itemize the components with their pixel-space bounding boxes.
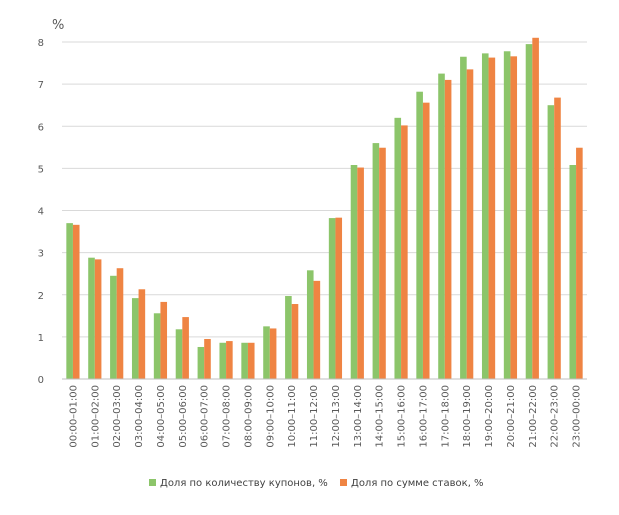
bar-coupons <box>175 329 183 379</box>
x-tick-label: 01:00–02:00 <box>90 385 101 448</box>
bar-stakes <box>532 37 539 379</box>
legend-label-stakes: Доля по сумме ставок, % <box>351 478 484 489</box>
bar-stakes <box>335 217 343 379</box>
bar-coupons <box>110 275 117 379</box>
bar-stakes <box>116 268 124 379</box>
bar-coupons <box>394 117 402 379</box>
y-tick-label: 2 <box>38 291 44 302</box>
x-tick-label: 19:00–20:00 <box>484 385 495 448</box>
bar-stakes <box>576 147 583 379</box>
bar-coupons <box>547 105 555 379</box>
y-tick-label: 6 <box>38 122 44 133</box>
bar-coupons <box>481 53 489 379</box>
x-axis: 00:00–01:00 01:00–02:00 02:00–03:00 03:00–0… <box>62 378 587 448</box>
bar-stakes <box>379 147 386 379</box>
x-tick-label: 04:00–05:00 <box>156 385 167 448</box>
bar-stakes <box>313 280 321 379</box>
bar-coupons <box>460 56 467 380</box>
bar-stakes <box>247 342 255 379</box>
bar-coupons <box>88 257 95 379</box>
bar-coupons <box>350 165 358 379</box>
bar-coupons <box>438 73 445 379</box>
gridlines <box>62 41 587 380</box>
bars <box>66 37 583 380</box>
x-tick-label: 08:00–09:00 <box>243 385 254 448</box>
bar-coupons <box>372 143 380 379</box>
x-tick-label: 10:00–11:00 <box>287 385 298 448</box>
bar-coupons <box>416 91 423 380</box>
bar-stakes <box>488 57 496 380</box>
x-tick-label: 11:00–12:00 <box>309 385 320 448</box>
bar-stakes <box>72 224 80 379</box>
x-tick-label: 02:00–03:00 <box>112 385 123 448</box>
bar-stakes <box>401 125 408 379</box>
bar-stakes <box>269 328 277 379</box>
x-tick-label: 17:00–18:00 <box>440 385 451 448</box>
x-tick-label: 14:00–15:00 <box>375 385 386 448</box>
bar-stakes <box>291 304 299 379</box>
bar-coupons <box>569 165 577 379</box>
y-tick-label: 1 <box>38 333 44 344</box>
bar-stakes <box>160 301 168 379</box>
bar-stakes <box>357 167 364 379</box>
bar-stakes <box>422 102 430 379</box>
bar-coupons <box>263 326 270 379</box>
bar-coupons <box>285 296 292 379</box>
x-tick-label: 07:00–08:00 <box>222 385 233 448</box>
bar-coupons <box>66 223 73 379</box>
legend-swatch-coupons <box>149 479 156 486</box>
bar-stakes <box>94 259 102 379</box>
bar-stakes <box>510 56 518 379</box>
bar-stakes <box>554 97 561 379</box>
x-tick-label: 13:00–14:00 <box>353 385 364 448</box>
x-tick-label: 16:00–17:00 <box>418 385 429 448</box>
x-tick-label: 05:00–06:00 <box>178 385 189 448</box>
y-tick-label: 7 <box>38 80 44 91</box>
bar-coupons <box>197 346 205 379</box>
bar-stakes <box>226 341 233 379</box>
x-tick-label: 23:00–00:00 <box>572 385 583 448</box>
bar-stakes <box>182 317 189 379</box>
y-axis: 0 1 2 3 4 5 6 7 8 <box>38 38 44 386</box>
bar-coupons <box>131 298 139 379</box>
x-tick-label: 12:00–13:00 <box>331 385 342 448</box>
bar-stakes <box>204 338 211 379</box>
y-tick-label: 0 <box>38 375 44 386</box>
bar-coupons <box>328 218 336 379</box>
y-tick-label: 3 <box>38 249 44 260</box>
x-tick-label: 00:00–01:00 <box>68 385 79 448</box>
legend-swatch-stakes <box>340 479 347 486</box>
bar-coupons <box>525 44 533 379</box>
bar-coupons <box>153 313 161 379</box>
x-tick-label: 15:00–16:00 <box>397 385 408 448</box>
x-tick-label: 03:00–04:00 <box>134 385 145 448</box>
x-tick-label: 18:00–19:00 <box>462 385 473 448</box>
x-tick-label: 21:00–22:00 <box>528 385 539 448</box>
bar-coupons <box>503 51 511 380</box>
y-unit-label: % <box>52 18 64 33</box>
legend-label-coupons: Доля по количеству купонов, % <box>160 478 328 489</box>
y-tick-label: 4 <box>38 207 44 218</box>
x-tick-label: 20:00–21:00 <box>506 385 517 448</box>
bar-coupons <box>241 342 248 379</box>
bar-stakes <box>466 69 474 379</box>
x-tick-label: 06:00–07:00 <box>200 385 211 448</box>
bar-stakes <box>444 79 452 379</box>
y-tick-label: 5 <box>38 164 44 175</box>
legend: Доля по количеству купонов, % Доля по су… <box>149 478 484 489</box>
bar-stakes <box>138 289 146 379</box>
bar-coupons <box>219 342 227 379</box>
bar-coupons <box>306 270 314 379</box>
y-tick-label: 8 <box>38 38 44 49</box>
x-tick-label: 22:00–23:00 <box>550 385 561 448</box>
x-tick-label: 09:00–10:00 <box>265 385 276 448</box>
